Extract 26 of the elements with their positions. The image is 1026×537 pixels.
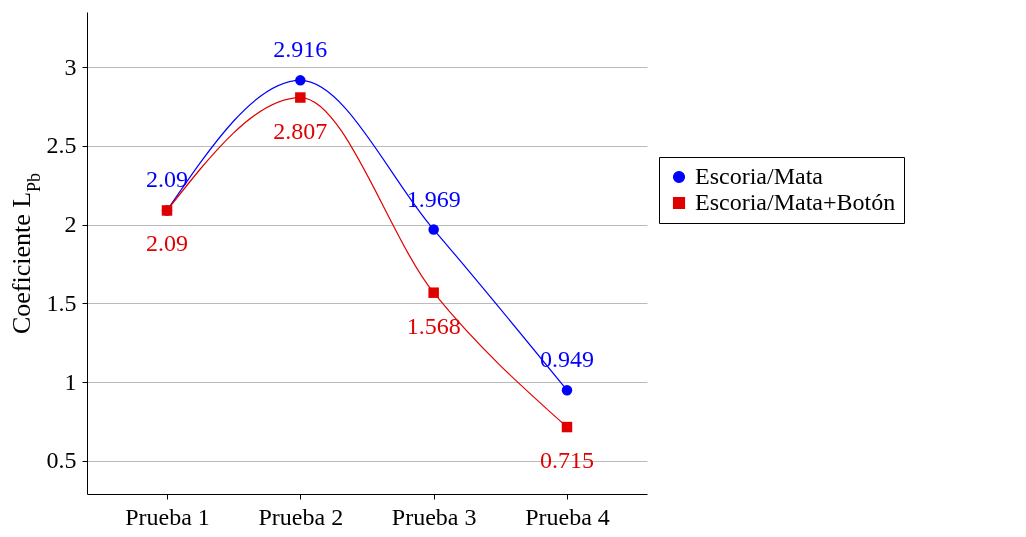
point xyxy=(295,92,306,103)
data-label: 2.807 xyxy=(273,117,328,144)
data-label: 1.568 xyxy=(406,312,461,339)
data-label: 2.09 xyxy=(146,230,188,257)
legend-label: Escoria/Mata+Botón xyxy=(695,189,896,215)
point xyxy=(561,421,573,433)
y-tick-label: 3 xyxy=(64,53,77,80)
y-tick-label: 0.5 xyxy=(46,447,77,474)
y-tick-label: 1.5 xyxy=(46,289,77,316)
point xyxy=(428,224,439,235)
legend-label: Escoria/Mata xyxy=(695,163,824,189)
point xyxy=(561,384,573,396)
data-label: 2.09 xyxy=(146,166,188,193)
x-tick-label: Prueba 4 xyxy=(525,503,610,530)
y-tick-label: 1 xyxy=(64,368,77,395)
data-label: 0.949 xyxy=(540,346,594,373)
y-tick-label: 2.5 xyxy=(46,132,77,159)
point xyxy=(295,75,306,86)
data-label: 1.969 xyxy=(406,185,461,212)
x-tick-label: Prueba 1 xyxy=(125,503,210,530)
point xyxy=(428,287,439,298)
data-label: 2.916 xyxy=(273,36,328,63)
x-tick-label: Prueba 2 xyxy=(258,503,344,530)
x-tick-label: Prueba 3 xyxy=(391,503,477,530)
data-label: 0.715 xyxy=(540,447,594,474)
y-tick-label: 2 xyxy=(64,211,77,238)
